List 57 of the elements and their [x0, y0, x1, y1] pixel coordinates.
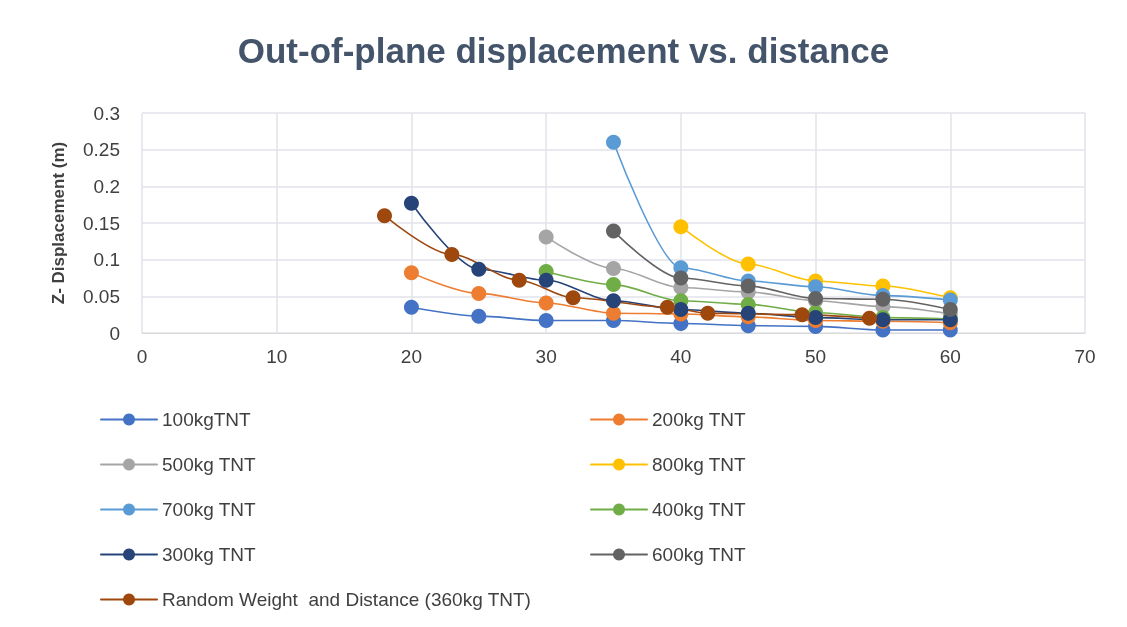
x-tick-label: 30 [535, 346, 557, 367]
legend-label: 500kg TNT [162, 454, 257, 475]
point [538, 229, 554, 245]
point [673, 219, 689, 235]
point [471, 261, 487, 277]
point [377, 208, 392, 224]
point [403, 299, 419, 315]
point [659, 299, 675, 315]
y-tick-label: 0 [109, 322, 120, 344]
point [700, 305, 716, 321]
point [444, 247, 460, 263]
y-tick-label: 0.05 [83, 285, 120, 307]
legend-label: 600kg TNT [652, 544, 747, 565]
point [511, 272, 527, 288]
point [673, 302, 689, 318]
point [740, 278, 756, 294]
point [565, 290, 581, 306]
point [606, 223, 621, 239]
legend-label: 700kg TNT [162, 499, 257, 520]
point [673, 270, 689, 286]
x-tick-label: 40 [670, 346, 692, 367]
point [861, 310, 877, 326]
point [606, 305, 621, 321]
point [794, 307, 810, 323]
legend-label: 400kg TNT [652, 499, 747, 520]
point [471, 308, 487, 324]
point [942, 302, 958, 318]
point [606, 293, 621, 309]
legend-label: Random Weight and Distance (360kg TNT) [162, 589, 531, 610]
x-tick-label: 0 [136, 346, 148, 367]
y-tick-label: 0.1 [93, 249, 120, 271]
point [740, 305, 756, 321]
y-tick-label: 0.25 [83, 139, 120, 161]
point [606, 260, 621, 276]
x-tick-label: 10 [266, 346, 288, 367]
y-axis-title: Z- Displacement (m) [49, 141, 68, 305]
point [471, 285, 487, 301]
y-tick-label: 0.3 [93, 102, 120, 124]
y-tick-label: 0.2 [93, 175, 120, 197]
point [403, 265, 419, 281]
point [538, 272, 554, 288]
point [606, 134, 621, 150]
x-tick-label: 50 [805, 346, 827, 367]
x-tick-label: 60 [939, 346, 961, 367]
x-tick-label: 20 [400, 346, 422, 367]
legend-label: 200kg TNT [652, 409, 747, 430]
legend-label: 300kg TNT [162, 544, 257, 565]
point [740, 256, 756, 272]
y-tick-label: 0.15 [83, 212, 120, 234]
chart-title: Out-of-plane displacement vs. distance [237, 31, 890, 70]
legend-label: 100kgTNT [162, 409, 252, 430]
legend-label: 800kg TNT [652, 454, 747, 475]
point [403, 195, 419, 211]
x-tick-label: 70 [1074, 346, 1096, 367]
point [538, 313, 554, 329]
point [606, 277, 621, 293]
point [538, 295, 554, 311]
